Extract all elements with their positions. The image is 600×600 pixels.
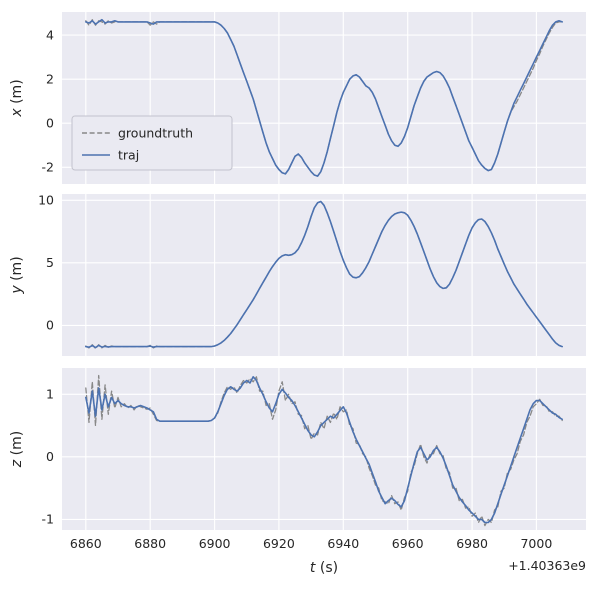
x-tick-label: 6960 [392,536,424,551]
legend-label-traj: traj [118,147,139,162]
y-tick-label: 10 [38,193,54,208]
y-axis-label-y: y (m) [9,256,25,294]
traj-line [85,200,564,349]
traj-line [85,18,564,177]
y-tick-label: -2 [42,160,54,175]
traj-line [85,375,564,524]
y-tick-label: 5 [46,255,54,270]
y-tick-label: 0 [46,318,54,333]
x-tick-label: 6900 [199,536,231,551]
x-tick-label: 6860 [70,536,102,551]
subplot-z-background [62,368,586,530]
x-tick-label: 6920 [263,536,295,551]
y-axis-label-x: x (m) [9,79,25,117]
x-tick-label: 6880 [134,536,166,551]
x-tick-label: 7000 [520,536,552,551]
x-tick-label: 6940 [327,536,359,551]
x-tick-label: 6980 [456,536,488,551]
y-tick-label: -1 [42,512,54,527]
y-tick-label: 0 [46,115,54,130]
y-axis-label-z: z (m) [9,431,25,468]
y-tick-label: 0 [46,449,54,464]
y-tick-label: 2 [46,71,54,86]
y-tick-label: 4 [46,27,54,42]
y-tick-label: 1 [46,387,54,402]
legend-box [71,115,233,171]
x-axis-label: t (s) [310,560,338,576]
x-axis-offset-text: +1.40363e9 [508,558,586,573]
subplot-y-background [62,194,586,356]
legend-label-groundtruth: groundtruth [118,125,193,140]
